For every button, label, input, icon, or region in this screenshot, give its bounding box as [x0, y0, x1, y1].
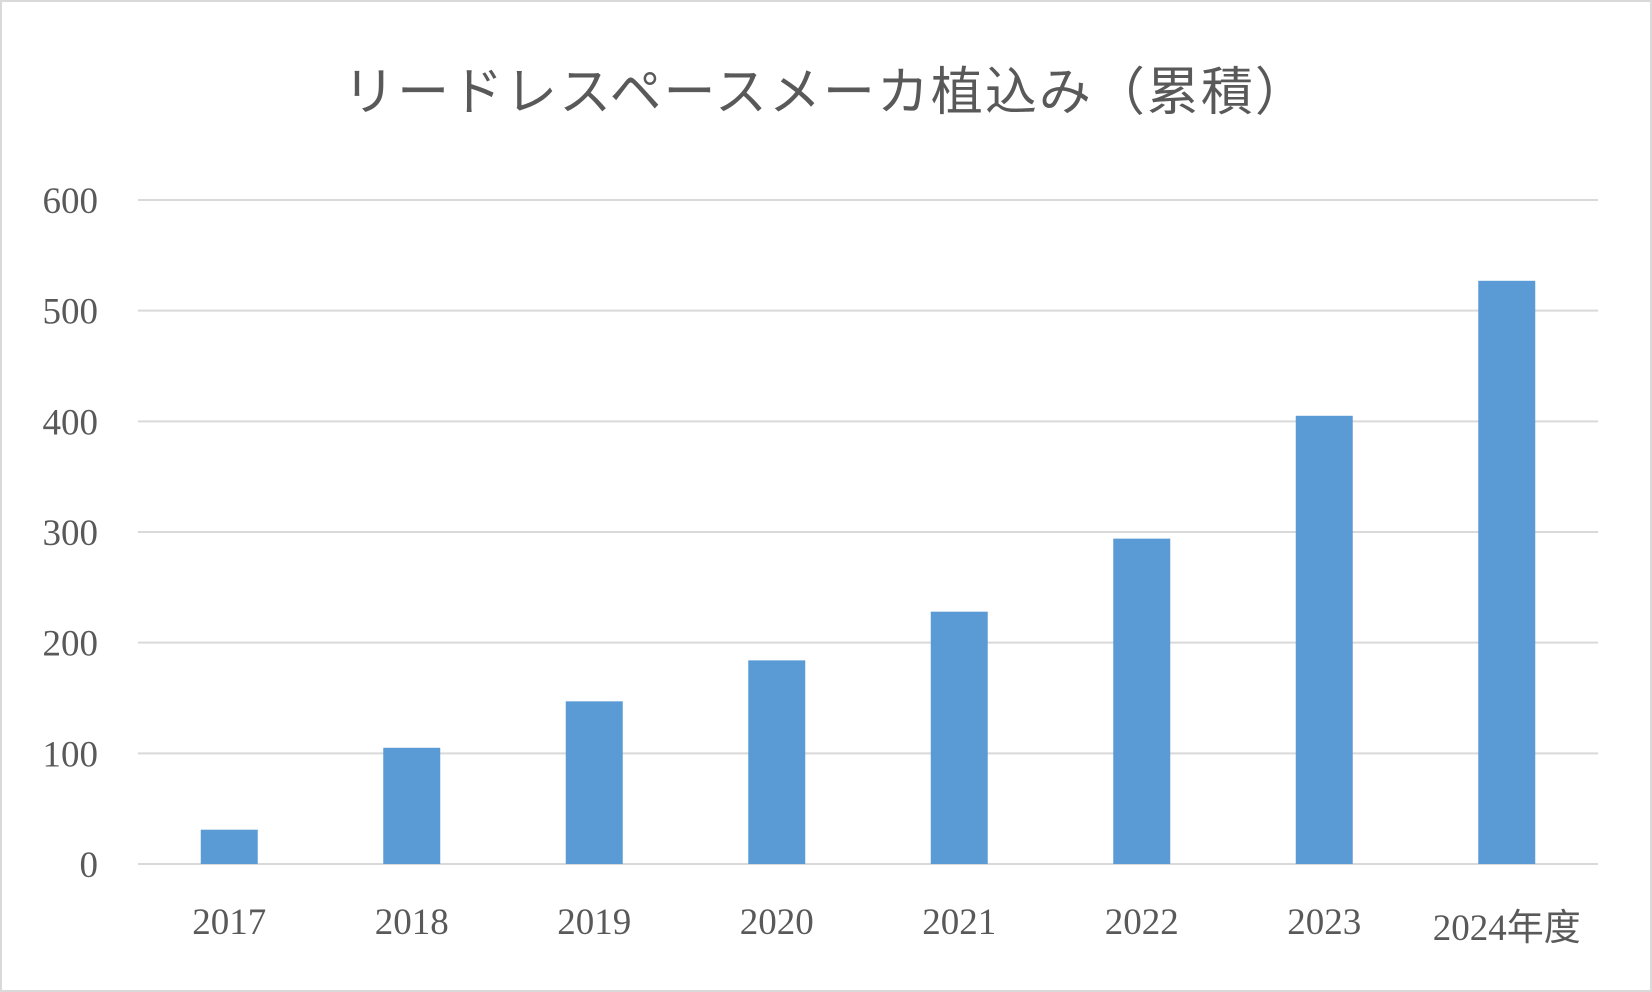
x-category-label: 2022: [1105, 902, 1179, 943]
y-tick-label: 600: [43, 181, 99, 222]
bar: [1295, 415, 1353, 864]
bar: [1113, 538, 1171, 864]
y-tick-label: 400: [43, 402, 99, 443]
y-tick-label: 0: [80, 845, 99, 886]
bar: [565, 701, 623, 864]
y-tick-label: 500: [43, 292, 99, 333]
gridlines: [138, 199, 1598, 865]
x-category-label: 2018: [375, 902, 449, 943]
x-category-label: 2019: [557, 902, 631, 943]
bars: [200, 280, 1536, 865]
x-category-label: 2020: [740, 902, 814, 943]
y-axis-tick-labels: 0 100 200 300 400 500 600: [43, 181, 99, 886]
x-category-label: 2024年度: [1433, 907, 1581, 949]
x-category-label: 2021: [922, 902, 996, 943]
bar: [1478, 280, 1536, 865]
bar: [383, 747, 441, 864]
x-axis-category-labels: 2017 2018 2019 2020 2021 2022 2023 2024年度: [192, 902, 1581, 949]
y-tick-label: 300: [43, 513, 99, 554]
x-category-label: 2023: [1287, 902, 1361, 943]
bar: [930, 611, 988, 864]
chart-title: リードレスペースメーカ植込み（累積）: [343, 63, 1309, 123]
x-category-label: 2017: [192, 902, 266, 943]
bar: [200, 829, 258, 864]
y-tick-label: 200: [43, 624, 99, 665]
y-tick-label: 100: [43, 734, 99, 775]
bar: [748, 660, 806, 864]
